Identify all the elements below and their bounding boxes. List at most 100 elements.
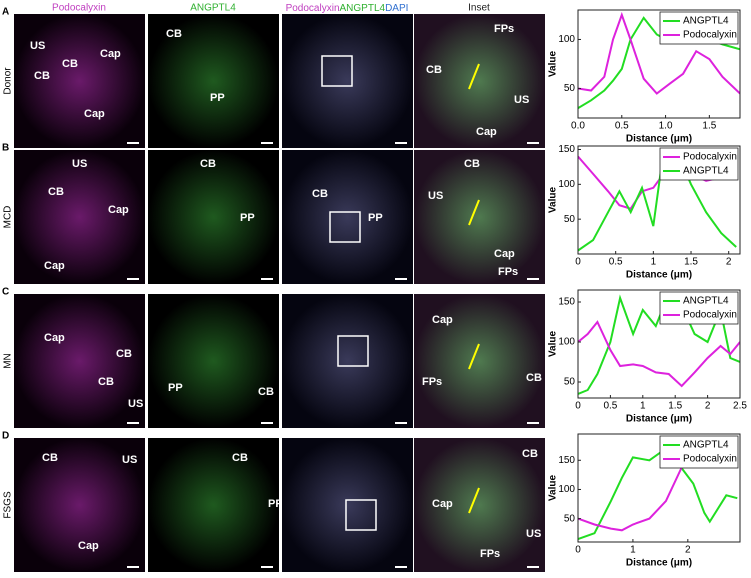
image-label: FPs [494,23,514,35]
x-tick-label: 0.5 [615,121,629,132]
image-label: Cap [44,332,65,344]
legend-label: ANGPTL4 [683,16,729,27]
y-tick-label: 100 [558,34,575,45]
inset-box [345,499,377,531]
inset-box [329,211,361,243]
x-tick-label: 2 [685,545,691,556]
x-tick-label: 0 [575,257,581,268]
image-label: PP [368,212,383,224]
x-tick-label: 2.5 [733,401,747,412]
header-part: DAPI [385,3,408,14]
micrograph [414,150,545,284]
x-tick-label: 0.5 [603,401,617,412]
row-label: FSGS [3,491,14,519]
plot-frame [577,145,741,255]
scale-bar [261,278,273,280]
profile-line [468,487,480,514]
x-tick-label: 1.0 [659,121,673,132]
y-axis-label: Value [548,331,559,358]
scale-bar [127,422,139,424]
image-label: US [128,398,143,410]
scale-bar [261,566,273,568]
x-tick-label: 1.5 [668,401,682,412]
x-tick-label: 0 [575,545,581,556]
x-tick-label: 1 [640,401,646,412]
scale-bar [527,422,539,424]
x-tick-label: 0.0 [571,121,585,132]
image-label: US [514,94,529,106]
micrograph [148,14,279,148]
image-label: Cap [108,204,129,216]
x-tick-label: 0 [575,401,581,412]
image-label: US [72,158,87,170]
micrograph [414,294,545,428]
legend-box [659,147,739,181]
image-label: Cap [44,260,65,272]
y-tick-label: 50 [564,513,576,524]
legend-box [659,291,739,325]
image-label: CB [312,188,328,200]
y-tick-label: 50 [564,377,576,388]
inset-box [321,55,353,87]
image-label: CB [62,58,78,70]
legend-label: ANGPTL4 [683,166,729,177]
image-label: US [428,190,443,202]
x-tick-label: 1 [630,545,636,556]
image-label: PP [168,382,183,394]
image-label: Cap [100,48,121,60]
legend-box [659,11,739,45]
x-axis-label: Distance (μm) [626,414,692,425]
scale-bar [261,142,273,144]
scale-bar [395,142,407,144]
image-label: CB [426,64,442,76]
image-label: CB [98,376,114,388]
image-label: PP [240,212,255,224]
series-line [578,320,740,388]
row-label: Donor [3,67,14,95]
image-label: US [30,40,45,52]
y-tick-label: 150 [558,455,575,466]
inset-box [337,335,369,367]
image-label: CB [42,452,58,464]
micrograph [14,438,145,572]
x-tick-label: 2 [726,257,732,268]
scale-bar [261,422,273,424]
series-line [578,11,740,95]
image-label: FPs [498,266,518,278]
panel-letter: C [2,287,9,298]
micrograph [14,14,145,148]
micrograph [282,14,413,148]
image-label: US [122,454,137,466]
image-label: Cap [432,314,453,326]
panel-letter: D [2,431,9,442]
micrograph [282,438,413,572]
image-label: US [526,528,541,540]
image-label: Cap [84,108,105,120]
image-label: FPs [422,376,442,388]
micrograph [14,294,145,428]
header: Podocalyxin [52,3,106,14]
micrograph [148,294,279,428]
micrograph [282,294,413,428]
profile-line [468,63,480,90]
x-tick-label: 1.5 [702,121,716,132]
micrograph [414,14,545,148]
x-tick-label: 2 [705,401,711,412]
legend-label: ANGPTL4 [683,440,729,451]
image-label: CB [258,386,274,398]
image-label: CB [116,348,132,360]
panel-letter: B [2,143,9,154]
y-tick-label: 100 [558,179,575,190]
x-tick-label: 1 [651,257,657,268]
y-tick-label: 100 [558,484,575,495]
y-tick-label: 150 [558,297,575,308]
header: PodocalyxinANGPTL4DAPI [286,3,409,14]
image-label: Cap [78,540,99,552]
y-tick-label: 150 [558,144,575,155]
y-tick-label: 50 [564,214,576,225]
y-tick-label: 50 [564,83,576,94]
scale-bar [395,566,407,568]
plot-frame [577,9,741,119]
micrograph [414,438,545,572]
